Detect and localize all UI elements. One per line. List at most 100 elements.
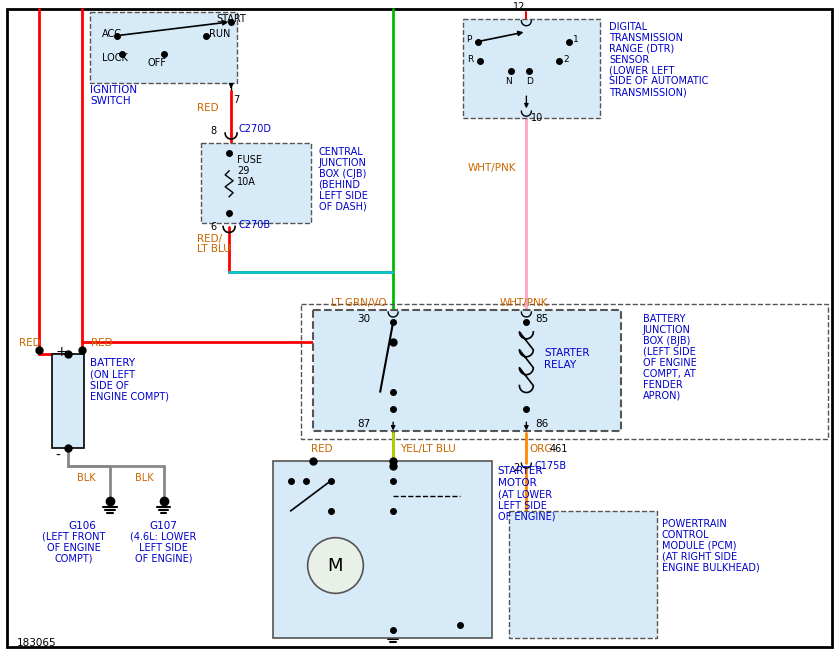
- Text: 10A: 10A: [237, 177, 256, 187]
- Text: LT GRN/VO: LT GRN/VO: [331, 298, 386, 308]
- Text: JUNCTION: JUNCTION: [319, 158, 367, 168]
- Text: RED: RED: [310, 444, 332, 454]
- Text: -: -: [55, 449, 60, 463]
- Text: 6: 6: [210, 222, 216, 231]
- Text: RUN: RUN: [209, 29, 231, 38]
- Text: 183065: 183065: [17, 638, 56, 648]
- Text: ENGINE COMPT): ENGINE COMPT): [90, 392, 169, 402]
- Text: BOX (CJB): BOX (CJB): [319, 169, 366, 179]
- Text: BOX (BJB): BOX (BJB): [643, 336, 690, 346]
- Text: RED: RED: [197, 103, 219, 113]
- Text: SENSOR: SENSOR: [609, 55, 649, 65]
- Text: +: +: [55, 345, 67, 359]
- Text: RED: RED: [91, 338, 112, 348]
- Text: 87: 87: [357, 419, 370, 430]
- Text: (4.6L: LOWER: (4.6L: LOWER: [130, 532, 196, 542]
- Bar: [313, 310, 621, 432]
- Text: MODULE (PCM): MODULE (PCM): [662, 541, 736, 551]
- Text: 10: 10: [531, 113, 544, 123]
- Text: YEL/LT BLU: YEL/LT BLU: [400, 444, 456, 454]
- Text: TRANSMISSION): TRANSMISSION): [609, 87, 686, 97]
- Text: JUNCTION: JUNCTION: [643, 325, 690, 335]
- Text: LT BLU: LT BLU: [197, 244, 231, 254]
- Bar: [90, 12, 237, 83]
- Text: 1: 1: [573, 35, 579, 44]
- Text: SWITCH: SWITCH: [90, 96, 131, 106]
- Bar: [509, 511, 657, 638]
- Text: 86: 86: [535, 419, 549, 430]
- Text: OF ENGINE: OF ENGINE: [643, 358, 696, 368]
- Text: RED/: RED/: [197, 235, 222, 244]
- Text: ORG: ORG: [529, 444, 553, 454]
- Text: 85: 85: [535, 314, 549, 324]
- Text: G106: G106: [68, 521, 96, 531]
- Bar: [300, 304, 827, 439]
- Text: COMPT): COMPT): [55, 554, 93, 563]
- Text: (LOWER LEFT: (LOWER LEFT: [609, 65, 675, 76]
- Text: C270D: C270D: [238, 124, 271, 134]
- Text: FENDER: FENDER: [643, 379, 682, 390]
- Bar: [52, 354, 84, 448]
- Text: 30: 30: [357, 314, 370, 324]
- Text: SIDE OF AUTOMATIC: SIDE OF AUTOMATIC: [609, 76, 708, 87]
- Text: P: P: [466, 35, 472, 44]
- Text: DIGITAL: DIGITAL: [609, 22, 647, 32]
- Text: RED: RED: [19, 338, 41, 348]
- Text: 8: 8: [210, 126, 216, 136]
- Bar: [273, 461, 492, 638]
- Text: (AT LOWER: (AT LOWER: [498, 490, 552, 500]
- Text: 29: 29: [237, 166, 249, 176]
- Text: 12: 12: [513, 2, 525, 12]
- Text: RELAY: RELAY: [545, 360, 576, 370]
- Text: OF ENGINE: OF ENGINE: [47, 542, 101, 553]
- Text: BATTERY: BATTERY: [90, 358, 135, 368]
- Text: D: D: [526, 78, 533, 87]
- Text: ENGINE BULKHEAD): ENGINE BULKHEAD): [662, 563, 759, 572]
- Text: 461: 461: [550, 444, 568, 454]
- Text: BLK: BLK: [77, 473, 96, 483]
- Text: FUSE: FUSE: [237, 155, 262, 165]
- Text: LOCK: LOCK: [102, 53, 128, 63]
- Text: N: N: [505, 78, 512, 87]
- Text: G107: G107: [149, 521, 178, 531]
- Text: RANGE (DTR): RANGE (DTR): [609, 44, 674, 53]
- Text: ACC: ACC: [102, 29, 122, 38]
- Bar: [463, 19, 600, 118]
- Text: SIDE OF: SIDE OF: [90, 381, 129, 391]
- Text: TRANSMISSION: TRANSMISSION: [609, 33, 683, 42]
- Text: OF DASH): OF DASH): [319, 201, 367, 212]
- Text: M: M: [328, 557, 343, 574]
- Text: STARTER: STARTER: [498, 466, 543, 476]
- Text: LEFT SIDE: LEFT SIDE: [319, 191, 367, 201]
- Text: 2: 2: [513, 463, 519, 473]
- Circle shape: [308, 538, 363, 593]
- Text: 2: 2: [563, 55, 569, 64]
- Text: STARTER: STARTER: [545, 348, 590, 358]
- Text: START: START: [216, 14, 246, 23]
- Text: COMPT, AT: COMPT, AT: [643, 368, 696, 379]
- Text: POWERTRAIN: POWERTRAIN: [662, 519, 727, 529]
- Text: WHT/PNK: WHT/PNK: [467, 163, 516, 173]
- Text: APRON): APRON): [643, 391, 681, 400]
- Text: R: R: [467, 55, 474, 64]
- Text: C270B: C270B: [238, 220, 270, 230]
- Text: OF ENGINE): OF ENGINE): [135, 554, 192, 563]
- Text: OF ENGINE): OF ENGINE): [498, 512, 555, 522]
- Text: (LEFT FRONT: (LEFT FRONT: [42, 532, 106, 542]
- Text: (ON LEFT: (ON LEFT: [90, 370, 135, 379]
- Text: WHT/PNK: WHT/PNK: [499, 298, 548, 308]
- Text: BATTERY: BATTERY: [643, 314, 685, 324]
- Text: LEFT SIDE: LEFT SIDE: [498, 501, 546, 511]
- Text: (LEFT SIDE: (LEFT SIDE: [643, 347, 696, 357]
- Bar: [201, 143, 310, 222]
- Text: C175B: C175B: [534, 461, 566, 471]
- Text: CONTROL: CONTROL: [662, 529, 709, 540]
- Text: OFF: OFF: [147, 57, 166, 68]
- Text: (AT RIGHT SIDE: (AT RIGHT SIDE: [662, 552, 737, 561]
- Text: MOTOR: MOTOR: [498, 478, 536, 488]
- Text: IGNITION: IGNITION: [90, 85, 137, 95]
- Text: CENTRAL: CENTRAL: [319, 147, 363, 157]
- Text: 7: 7: [233, 95, 239, 106]
- Text: LEFT SIDE: LEFT SIDE: [139, 542, 188, 553]
- Text: BLK: BLK: [135, 473, 154, 483]
